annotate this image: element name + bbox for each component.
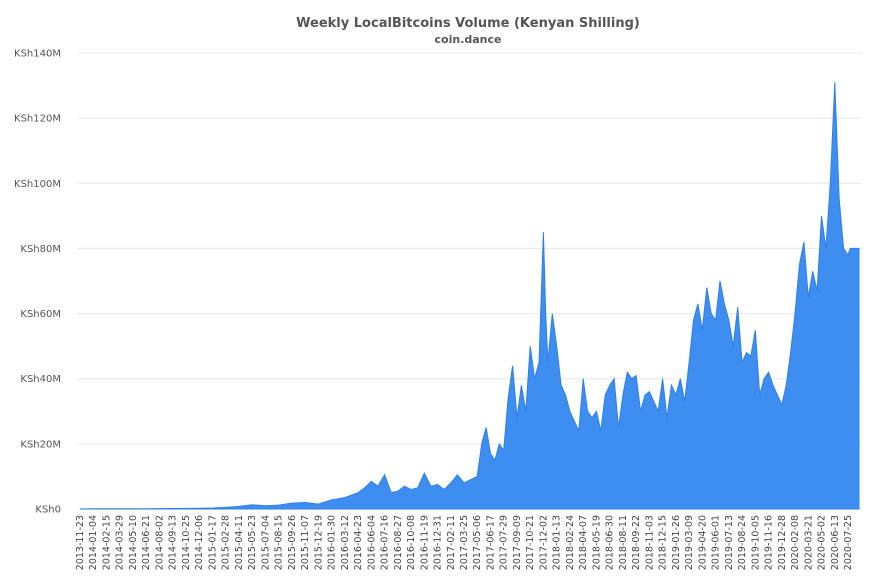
x-tick-label: 2015-08-15 (274, 515, 285, 570)
x-tick-label: 2015-11-07 (300, 515, 311, 570)
x-tick-label: 2014-05-10 (128, 515, 139, 570)
y-tick-label: KSh40M (20, 374, 61, 385)
x-tick-label: 2016-07-16 (380, 515, 391, 570)
x-tick-label: 2020-07-25 (843, 515, 854, 570)
x-tick-label: 2016-08-27 (393, 515, 404, 570)
x-tick-label: 2015-04-11 (234, 515, 245, 570)
x-tick-label: 2019-11-16 (764, 515, 775, 570)
x-tick-label: 2014-08-02 (154, 515, 165, 570)
plot-area (79, 82, 860, 510)
x-tick-label: 2019-10-05 (750, 515, 761, 570)
x-tick-label: 2016-12-31 (433, 515, 444, 570)
x-tick-label: 2015-01-17 (207, 515, 218, 570)
x-tick-label: 2016-04-23 (353, 515, 364, 570)
x-tick-label: 2018-01-13 (552, 515, 563, 570)
y-tick-label: KSh80M (20, 244, 61, 255)
y-axis-ticks: KSh0 KSh20M KSh40M KSh60M KSh80M KSh100M KSh12… (14, 49, 61, 516)
x-tick-label: 2019-08-24 (737, 515, 748, 570)
x-tick-label: 2018-11-03 (644, 515, 655, 570)
x-tick-label: 2016-11-19 (419, 515, 430, 570)
x-tick-label: 2017-05-06 (472, 515, 483, 570)
x-tick-label: 2017-10-21 (525, 515, 536, 570)
x-tick-label: 2014-02-15 (102, 515, 113, 570)
x-tick-label: 2017-12-02 (538, 515, 549, 570)
x-tick-label: 2019-07-13 (724, 515, 735, 570)
chart-subtitle: coin.dance (435, 33, 502, 46)
x-tick-label: 2017-09-09 (512, 515, 523, 570)
x-tick-label: 2020-02-08 (790, 515, 801, 570)
x-tick-label: 2016-01-30 (327, 515, 338, 570)
x-tick-label: 2014-06-21 (141, 515, 152, 570)
x-tick-label: 2018-12-15 (658, 515, 669, 570)
x-tick-label: 2015-02-28 (221, 515, 232, 570)
x-tick-label: 2014-10-25 (181, 515, 192, 570)
x-tick-label: 2019-01-26 (671, 515, 682, 570)
x-tick-label: 2018-06-30 (605, 515, 616, 570)
x-tick-label: 2020-06-13 (830, 515, 841, 570)
x-tick-label: 2014-03-29 (115, 515, 126, 570)
x-tick-label: 2018-08-11 (618, 515, 629, 570)
x-tick-label: 2017-02-11 (446, 515, 457, 570)
y-tick-label: KSh0 (35, 505, 61, 516)
x-tick-label: 2017-07-29 (499, 515, 510, 570)
y-tick-label: KSh120M (14, 114, 61, 125)
x-tick-label: 2014-09-13 (168, 515, 179, 570)
x-tick-label: 2018-04-07 (578, 515, 589, 570)
x-tick-label: 2016-06-04 (366, 515, 377, 570)
x-tick-label: 2019-06-01 (711, 515, 722, 570)
y-tick-label: KSh100M (14, 179, 61, 190)
x-tick-label: 2015-12-19 (313, 515, 324, 570)
x-tick-label: 2015-07-04 (260, 515, 271, 570)
x-tick-label: 2016-10-08 (406, 515, 417, 570)
x-tick-label: 2020-03-21 (803, 515, 814, 570)
x-tick-label: 2014-12-06 (194, 515, 205, 570)
x-axis-ticks: 2013-11-23 2014-01-04 2014-02-15 2014-03-29… (75, 515, 854, 570)
x-tick-label: 2019-04-20 (697, 515, 708, 570)
chart-title: Weekly LocalBitcoins Volume (Kenyan Shil… (296, 16, 640, 31)
y-tick-label: KSh140M (14, 49, 61, 60)
x-tick-label: 2017-03-25 (459, 515, 470, 570)
x-tick-label: 2015-05-23 (247, 515, 258, 570)
x-tick-label: 2020-05-02 (817, 515, 828, 570)
x-tick-label: 2019-03-09 (684, 515, 695, 570)
x-tick-label: 2017-06-17 (486, 515, 497, 570)
area-series (79, 82, 860, 510)
x-tick-label: 2016-03-12 (340, 515, 351, 570)
x-tick-label: 2014-01-04 (88, 515, 99, 570)
gridlines (78, 52, 862, 510)
x-tick-label: 2018-09-22 (631, 515, 642, 570)
x-tick-label: 2013-11-23 (75, 515, 86, 570)
y-tick-label: KSh20M (20, 439, 61, 450)
x-tick-label: 2019-12-28 (777, 515, 788, 570)
x-tick-label: 2015-09-26 (287, 515, 298, 570)
x-tick-label: 2018-02-24 (565, 515, 576, 570)
x-tick-label: 2018-05-19 (591, 515, 602, 570)
y-tick-label: KSh60M (20, 309, 61, 320)
